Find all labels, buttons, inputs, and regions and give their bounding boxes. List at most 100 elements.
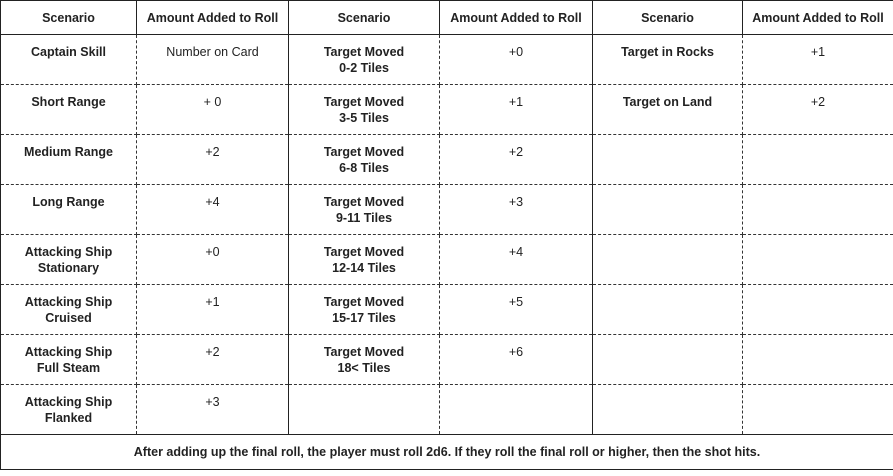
- amount-cell: [742, 134, 893, 185]
- scenario-text: Attacking Ship: [24, 395, 113, 409]
- scenario-text: Target Moved: [323, 45, 405, 59]
- scenario-text: Captain Skill: [30, 45, 107, 59]
- table-row: Attacking Ship Full Steam +2 Target Moved 18…: [0, 334, 893, 385]
- header-scenario-1: Scenario: [0, 0, 137, 35]
- amount-text: +1: [205, 295, 220, 309]
- scenario-cell: [592, 184, 743, 235]
- scenario-text: Target in Rocks: [621, 45, 714, 59]
- scenario-text: 12-14 Tiles: [332, 261, 396, 275]
- scenario-cell: [592, 334, 743, 385]
- amount-text: +2: [205, 145, 220, 159]
- amount-text: +2: [508, 145, 524, 159]
- scenario-text: 3-5 Tiles: [339, 111, 389, 125]
- amount-cell: [742, 284, 893, 335]
- table-row: Short Range + 0 Target Moved 3-5 Tiles +1 Tar…: [0, 84, 893, 135]
- amount-cell: [742, 334, 893, 385]
- amount-text: Number on Card: [166, 45, 259, 59]
- amount-cell: +4: [439, 234, 593, 285]
- scenario-text: 6-8 Tiles: [339, 161, 389, 175]
- table-row: Captain Skill Number on Card Target Moved 0…: [0, 34, 893, 85]
- header-amount-3: Amount Added to Roll: [742, 0, 893, 35]
- amount-cell: +2: [136, 134, 289, 185]
- amount-text: +3: [508, 195, 524, 209]
- scenario-text: Target Moved: [323, 95, 405, 109]
- scenario-text: Medium Range: [24, 145, 113, 159]
- scenario-text: Target Moved: [323, 195, 405, 209]
- amount-cell: +1: [742, 34, 893, 85]
- table-row: Attacking Ship Flanked +3: [0, 384, 893, 435]
- amount-cell: +3: [439, 184, 593, 235]
- amount-cell: +4: [136, 184, 289, 235]
- scenario-cell: [592, 384, 743, 435]
- scenario-cell: Target Moved 6-8 Tiles: [288, 134, 440, 185]
- amount-cell: +0: [439, 34, 593, 85]
- amount-cell: +1: [439, 84, 593, 135]
- scenario-cell: Target Moved 15-17 Tiles: [288, 284, 440, 335]
- amount-cell: Number on Card: [136, 34, 289, 85]
- scenario-text: Flanked: [44, 411, 93, 425]
- scenario-text: Attacking Ship: [24, 245, 113, 259]
- amount-cell: +5: [439, 284, 593, 335]
- amount-cell: [742, 234, 893, 285]
- scenario-cell: Attacking Ship Full Steam: [0, 334, 137, 385]
- header-scenario-3: Scenario: [592, 0, 743, 35]
- header-amount-2: Amount Added to Roll: [439, 0, 593, 35]
- amount-text: +6: [508, 345, 524, 359]
- scenario-text: 0-2 Tiles: [339, 61, 389, 75]
- scenario-cell: Target Moved 0-2 Tiles: [288, 34, 440, 85]
- table-row: Attacking Ship Stationary +0 Target Moved 12…: [0, 234, 893, 285]
- scenario-text: Cruised: [45, 311, 92, 325]
- table-body: Captain Skill Number on Card Target Moved 0…: [0, 34, 893, 435]
- amount-text: +0: [205, 245, 220, 259]
- amount-cell: +2: [439, 134, 593, 185]
- scenario-cell: Captain Skill: [0, 34, 137, 85]
- scenario-text: Attacking Ship: [24, 295, 113, 309]
- scenario-cell: Medium Range: [0, 134, 137, 185]
- amount-text: +3: [205, 395, 220, 409]
- amount-text: +1: [810, 45, 826, 59]
- scenario-cell: Long Range: [0, 184, 137, 235]
- amount-text: +4: [508, 245, 524, 259]
- header-row: Scenario Amount Added to Roll Scenario A…: [0, 0, 893, 35]
- amount-cell: +2: [136, 334, 289, 385]
- footer-row: After adding up the final roll, the play…: [0, 434, 893, 470]
- footer-note: After adding up the final roll, the play…: [0, 434, 893, 470]
- scenario-cell: [592, 234, 743, 285]
- scenario-cell: Target Moved 3-5 Tiles: [288, 84, 440, 135]
- scenario-text: Short Range: [31, 95, 106, 109]
- scenario-text: Target Moved: [323, 245, 405, 259]
- scenario-cell: Target Moved 9-11 Tiles: [288, 184, 440, 235]
- amount-text: +0: [508, 45, 524, 59]
- scenario-cell: Attacking Ship Cruised: [0, 284, 137, 335]
- amount-cell: +1: [136, 284, 289, 335]
- scenario-text: 9-11 Tiles: [335, 211, 393, 225]
- amount-text: +2: [205, 345, 220, 359]
- scenario-cell: [592, 134, 743, 185]
- amount-text: + 0: [203, 95, 222, 109]
- amount-cell: [742, 184, 893, 235]
- amount-text: +2: [810, 95, 826, 109]
- scenario-cell: Attacking Ship Stationary: [0, 234, 137, 285]
- amount-cell: + 0: [136, 84, 289, 135]
- scenario-text: Full Steam: [36, 361, 101, 375]
- scenario-cell: [592, 284, 743, 335]
- scenario-cell: Short Range: [0, 84, 137, 135]
- amount-text: +4: [205, 195, 220, 209]
- scenario-cell: Target Moved 12-14 Tiles: [288, 234, 440, 285]
- scenario-text: Stationary: [37, 261, 100, 275]
- amount-cell: [742, 384, 893, 435]
- scenario-text: 18< Tiles: [337, 361, 391, 375]
- scenario-cell: Target on Land: [592, 84, 743, 135]
- header-scenario-2: Scenario: [288, 0, 440, 35]
- scenario-cell: Target Moved 18< Tiles: [288, 334, 440, 385]
- amount-cell: +0: [136, 234, 289, 285]
- scenario-text: 15-17 Tiles: [332, 311, 396, 325]
- table-row: Long Range +4 Target Moved 9-11 Tiles +3: [0, 184, 893, 235]
- scenario-cell: Target in Rocks: [592, 34, 743, 85]
- header-amount-1: Amount Added to Roll: [136, 0, 289, 35]
- amount-cell: +6: [439, 334, 593, 385]
- amount-text: +5: [508, 295, 524, 309]
- amount-cell: [439, 384, 593, 435]
- amount-cell: +2: [742, 84, 893, 135]
